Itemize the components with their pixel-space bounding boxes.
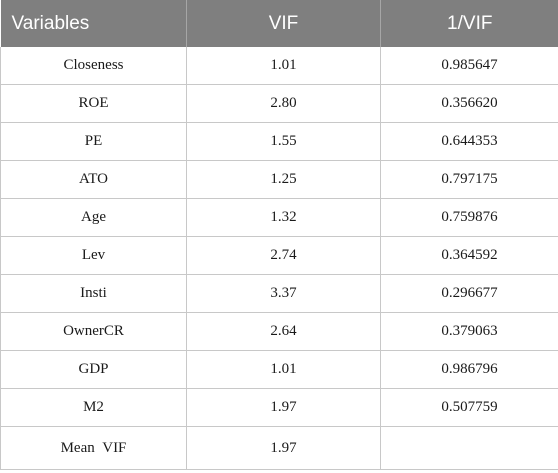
cell-inverse-vif: 0.759876 bbox=[380, 198, 558, 237]
header-row: Variables VIF 1/VIF bbox=[0, 0, 558, 47]
table-row-mean: Mean VIF 1.97 bbox=[0, 426, 558, 470]
cell-vif: 1.01 bbox=[186, 47, 381, 85]
cell-variable: ROE bbox=[0, 84, 187, 123]
cell-vif: 1.32 bbox=[186, 198, 381, 237]
cell-variable: Insti bbox=[0, 274, 187, 313]
cell-variable: Closeness bbox=[0, 47, 187, 85]
cell-vif: 2.74 bbox=[186, 236, 381, 275]
table-row: Closeness 1.01 0.985647 bbox=[0, 47, 558, 85]
table-row: ROE 2.80 0.356620 bbox=[0, 84, 558, 123]
cell-variable: OwnerCR bbox=[0, 312, 187, 351]
cell-variable: Mean VIF bbox=[0, 426, 187, 470]
cell-vif: 1.97 bbox=[186, 388, 381, 427]
cell-inverse-vif: 0.644353 bbox=[380, 122, 558, 161]
cell-vif: 3.37 bbox=[186, 274, 381, 313]
cell-vif: 2.64 bbox=[186, 312, 381, 351]
cell-inverse-vif: 0.379063 bbox=[380, 312, 558, 351]
cell-inverse-vif: 0.985647 bbox=[380, 47, 558, 85]
cell-inverse-vif bbox=[380, 426, 558, 470]
cell-inverse-vif: 0.986796 bbox=[380, 350, 558, 389]
cell-vif: 1.97 bbox=[186, 426, 381, 470]
table-row: Insti 3.37 0.296677 bbox=[0, 274, 558, 313]
cell-inverse-vif: 0.507759 bbox=[380, 388, 558, 427]
table-row: Lev 2.74 0.364592 bbox=[0, 236, 558, 275]
cell-vif: 2.80 bbox=[186, 84, 381, 123]
table-row: PE 1.55 0.644353 bbox=[0, 122, 558, 161]
table-row: ATO 1.25 0.797175 bbox=[0, 160, 558, 199]
table-row: M2 1.97 0.507759 bbox=[0, 388, 558, 427]
cell-variable: GDP bbox=[0, 350, 187, 389]
cell-inverse-vif: 0.356620 bbox=[380, 84, 558, 123]
header-vif: VIF bbox=[186, 0, 381, 47]
header-inverse-vif: 1/VIF bbox=[380, 0, 558, 47]
table-body: Closeness 1.01 0.985647 ROE 2.80 0.35662… bbox=[0, 47, 558, 470]
cell-vif: 1.01 bbox=[186, 350, 381, 389]
cell-variable: M2 bbox=[0, 388, 187, 427]
cell-vif: 1.55 bbox=[186, 122, 381, 161]
cell-variable: Lev bbox=[0, 236, 187, 275]
table-row: GDP 1.01 0.986796 bbox=[0, 350, 558, 389]
cell-variable: PE bbox=[0, 122, 187, 161]
cell-variable: ATO bbox=[0, 160, 187, 199]
cell-inverse-vif: 0.797175 bbox=[380, 160, 558, 199]
cell-inverse-vif: 0.296677 bbox=[380, 274, 558, 313]
table-row: Age 1.32 0.759876 bbox=[0, 198, 558, 237]
header-variables: Variables bbox=[0, 0, 187, 47]
cell-variable: Age bbox=[0, 198, 187, 237]
table-row: OwnerCR 2.64 0.379063 bbox=[0, 312, 558, 351]
cell-vif: 1.25 bbox=[186, 160, 381, 199]
table-header: Variables VIF 1/VIF bbox=[0, 0, 558, 47]
cell-inverse-vif: 0.364592 bbox=[380, 236, 558, 275]
